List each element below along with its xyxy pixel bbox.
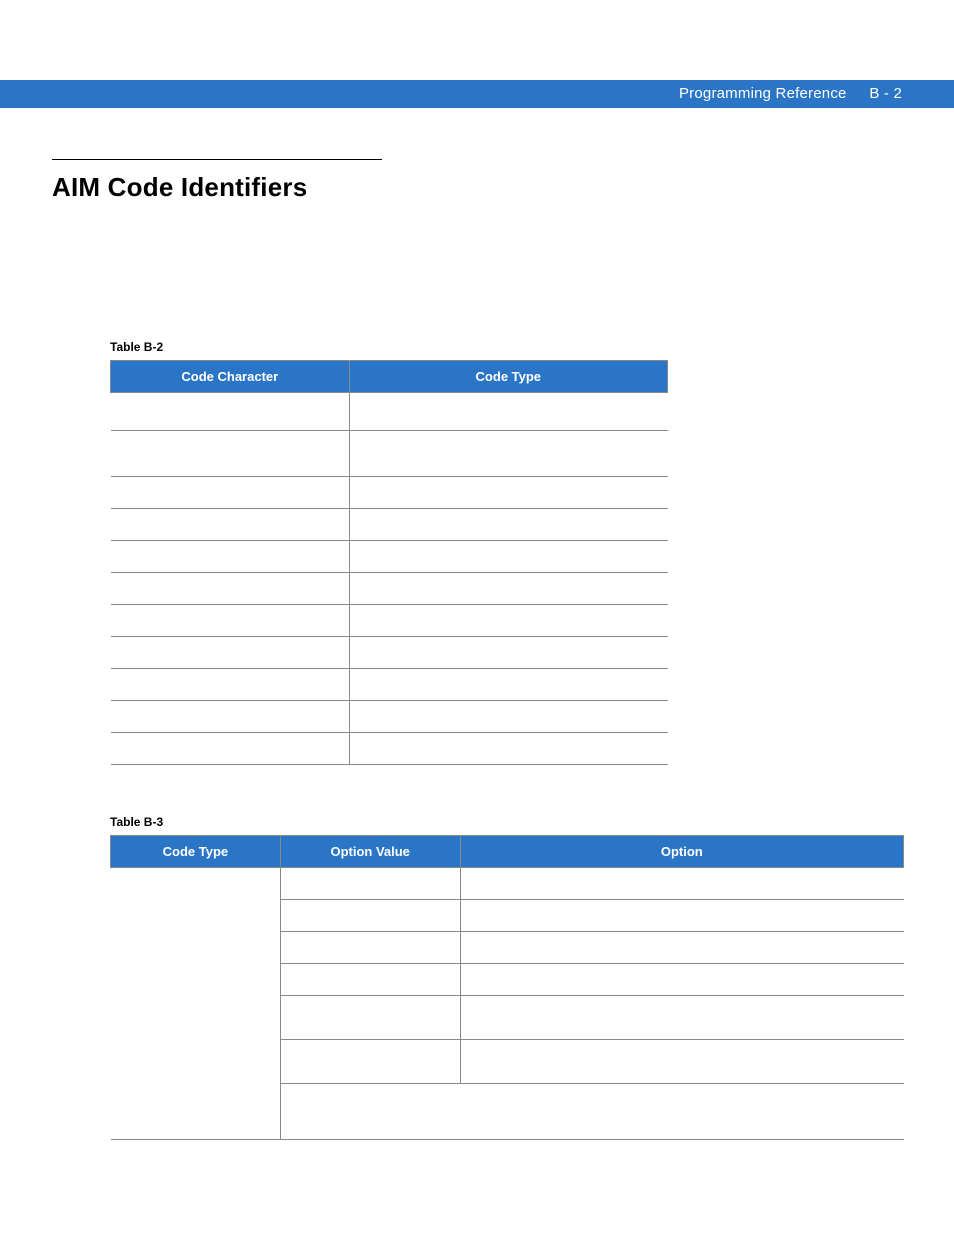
cell bbox=[111, 701, 350, 733]
cell bbox=[460, 996, 903, 1040]
title-rule bbox=[52, 159, 382, 160]
cell bbox=[111, 477, 350, 509]
table-b3-caption: Table B-3 bbox=[110, 815, 163, 829]
table-row bbox=[111, 605, 668, 637]
cell bbox=[280, 996, 460, 1040]
table-row bbox=[111, 573, 668, 605]
cell bbox=[111, 868, 281, 1140]
header-title: Programming Reference bbox=[679, 85, 847, 102]
table-b3-col-2: Option bbox=[460, 836, 903, 868]
table-b2-caption: Table B-2 bbox=[110, 340, 163, 354]
cell bbox=[349, 701, 667, 733]
cell bbox=[111, 605, 350, 637]
page-root: Programming Reference B - 2 AIM Code Ide… bbox=[0, 0, 954, 1235]
table-row bbox=[111, 431, 668, 477]
table-row bbox=[111, 509, 668, 541]
cell bbox=[349, 573, 667, 605]
table-b2-header-row: Code Character Code Type bbox=[111, 361, 668, 393]
table-row bbox=[111, 541, 668, 573]
cell bbox=[111, 431, 350, 477]
table-row bbox=[111, 669, 668, 701]
cell bbox=[111, 541, 350, 573]
table-row bbox=[111, 701, 668, 733]
cell bbox=[111, 733, 350, 765]
table-row bbox=[111, 733, 668, 765]
cell bbox=[111, 669, 350, 701]
cell bbox=[280, 1040, 460, 1084]
cell bbox=[280, 900, 460, 932]
table-row bbox=[111, 637, 668, 669]
cell bbox=[460, 964, 903, 996]
table-row bbox=[111, 477, 668, 509]
cell bbox=[460, 900, 903, 932]
table-b3: Code Type Option Value Option bbox=[110, 835, 904, 1140]
cell bbox=[349, 733, 667, 765]
cell bbox=[280, 1084, 903, 1140]
table-b2-col-0: Code Character bbox=[111, 361, 350, 393]
cell bbox=[349, 605, 667, 637]
table-b3-col-1: Option Value bbox=[280, 836, 460, 868]
cell bbox=[280, 932, 460, 964]
section-title: AIM Code Identifiers bbox=[52, 172, 307, 203]
table-row bbox=[111, 868, 904, 900]
cell bbox=[349, 431, 667, 477]
table-b2: Code Character Code Type bbox=[110, 360, 668, 765]
cell bbox=[460, 868, 903, 900]
cell bbox=[349, 509, 667, 541]
cell bbox=[111, 393, 350, 431]
cell bbox=[280, 868, 460, 900]
cell bbox=[349, 393, 667, 431]
table-b3-col-0: Code Type bbox=[111, 836, 281, 868]
cell bbox=[349, 669, 667, 701]
cell bbox=[460, 1040, 903, 1084]
cell bbox=[460, 932, 903, 964]
header-page-ref: B - 2 bbox=[869, 85, 902, 102]
table-b2-col-1: Code Type bbox=[349, 361, 667, 393]
cell bbox=[349, 541, 667, 573]
header-text: Programming Reference B - 2 bbox=[679, 80, 902, 108]
cell bbox=[111, 509, 350, 541]
cell bbox=[111, 637, 350, 669]
cell bbox=[280, 964, 460, 996]
cell bbox=[349, 637, 667, 669]
cell bbox=[111, 573, 350, 605]
table-b3-header-row: Code Type Option Value Option bbox=[111, 836, 904, 868]
table-row bbox=[111, 393, 668, 431]
cell bbox=[349, 477, 667, 509]
